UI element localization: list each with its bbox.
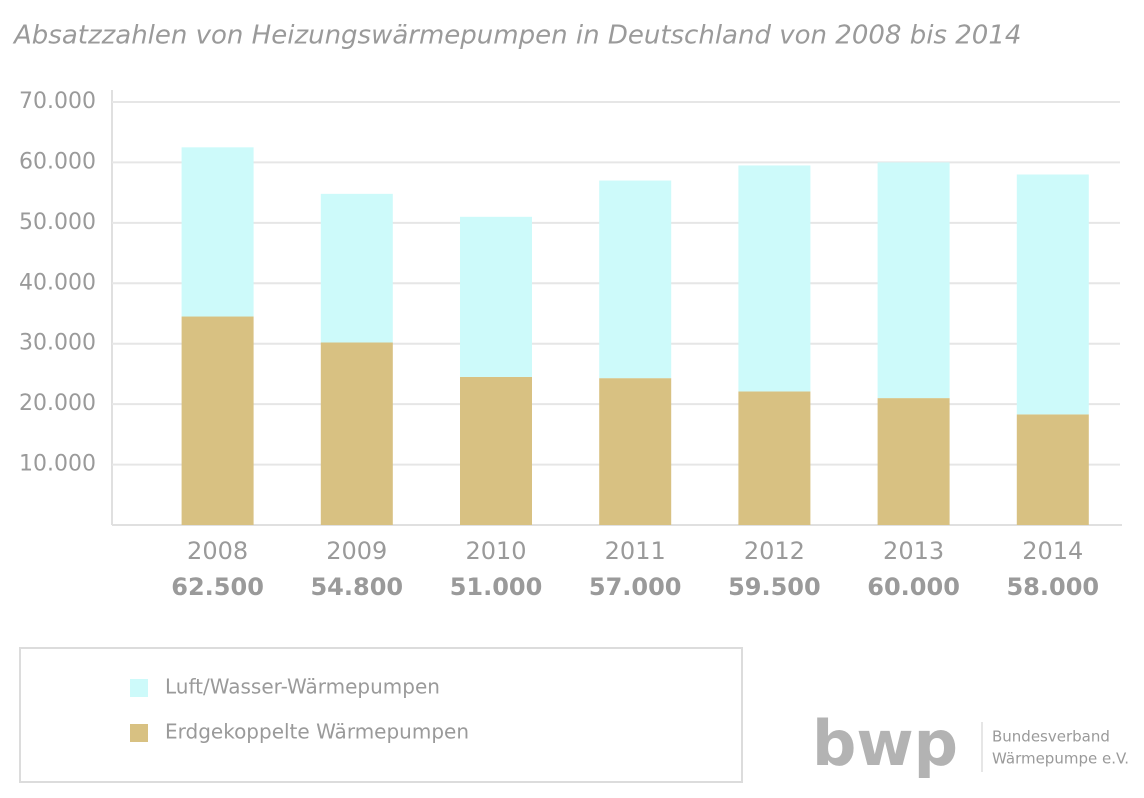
x-tick-label: 2012 <box>744 537 805 565</box>
legend-box <box>19 647 743 783</box>
y-tick-label: 20.000 <box>19 391 96 416</box>
legend-label: Erdgekoppelte Wärmepumpen <box>165 720 469 744</box>
legend-label: Luft/Wasser-Wärmepumpen <box>165 675 440 699</box>
total-label: 60.000 <box>867 573 960 601</box>
bar-segment <box>599 378 672 525</box>
total-label: 54.800 <box>310 573 403 601</box>
bar-segment <box>460 376 532 525</box>
bar-segment <box>599 180 672 379</box>
total-label: 58.000 <box>1006 573 1099 601</box>
bar-segment <box>738 391 811 525</box>
chart-title: Absatzzahlen von Heizungswärmepumpen in … <box>12 21 1021 51</box>
total-label: 62.500 <box>171 573 264 601</box>
x-tick-label: 2009 <box>326 537 387 565</box>
x-tick-label: 2008 <box>187 537 248 565</box>
total-label: 51.000 <box>450 573 543 601</box>
total-label: 57.000 <box>589 573 682 601</box>
total-label: 59.500 <box>728 573 821 601</box>
y-tick-label: 40.000 <box>19 270 96 295</box>
y-tick-label: 30.000 <box>19 331 96 356</box>
x-tick-label: 2013 <box>883 537 944 565</box>
bar-segment <box>738 165 811 392</box>
bar-segment <box>320 193 393 343</box>
bar-segment <box>460 216 532 377</box>
y-tick-label: 70.000 <box>19 89 96 114</box>
logo: bwp Bundesverband Wärmepumpe e.V. <box>812 707 1129 780</box>
bar-segment <box>1016 414 1089 525</box>
x-tick-label: 2011 <box>605 537 666 565</box>
y-tick-label: 50.000 <box>19 210 96 235</box>
bar-segment <box>181 316 254 525</box>
bar-segment <box>181 147 254 317</box>
bar-segment <box>320 342 393 525</box>
x-tick-label: 2010 <box>465 537 526 565</box>
logo-text: Bundesverband <box>992 728 1110 746</box>
bar-segment <box>877 398 950 525</box>
legend-swatch <box>130 724 148 742</box>
y-tick-label: 60.000 <box>19 149 96 174</box>
logo-text: Wärmepumpe e.V. <box>992 750 1129 768</box>
y-tick-label: 10.000 <box>19 452 96 477</box>
bar-segment <box>877 162 950 399</box>
legend-swatch <box>130 679 148 697</box>
logo-mark: bwp <box>812 707 958 780</box>
x-tick-label: 2014 <box>1022 537 1083 565</box>
bar-segment <box>1016 174 1089 415</box>
